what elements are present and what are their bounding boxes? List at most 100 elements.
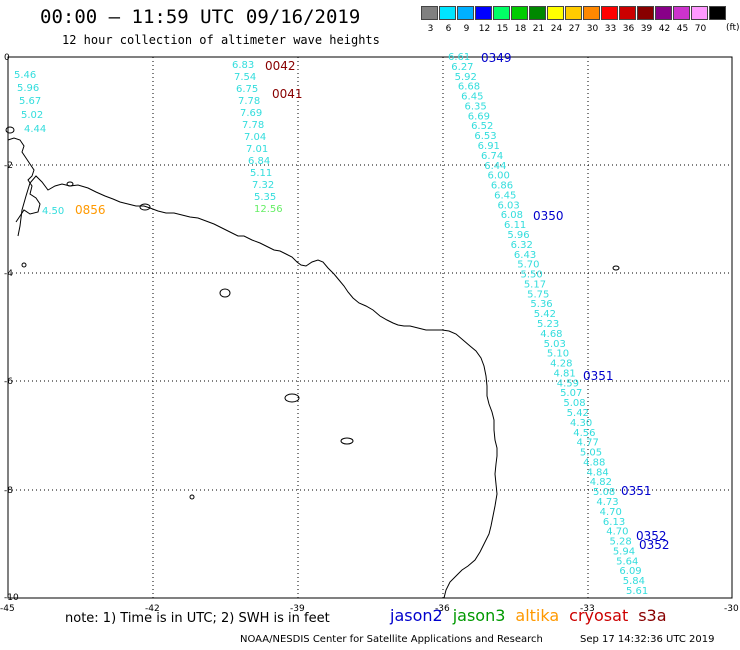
legend-label: 9 <box>463 24 470 34</box>
track-c-value: 5.50 <box>521 270 543 281</box>
satellite-jason2: jason2 <box>390 606 443 625</box>
track-a-value: 5.67 <box>19 96 41 107</box>
track-c-value: 4.81 <box>553 368 575 379</box>
track-c-value: 4.77 <box>577 438 599 449</box>
color-legend: 3 6 9 12 15 18 21 24 27 30 33 36 39 42 45 70 (ft) <box>421 6 740 34</box>
track-b-value: 6.75 <box>236 84 258 95</box>
legend-label: 33 <box>604 24 617 34</box>
pass-time-label: 0042 <box>265 59 296 73</box>
satellite-altika: altika <box>515 606 560 625</box>
track-b-value: 6.84 <box>248 156 270 167</box>
track-c-value: 5.64 <box>616 556 638 567</box>
legend-swatch: 30 <box>583 6 600 34</box>
lat-tick-label: 0 <box>4 53 10 63</box>
legend-swatch: 18 <box>511 6 528 34</box>
island <box>284 393 300 403</box>
credit-text: NOAA/NESDIS Center for Satellite Applica… <box>240 634 543 645</box>
track-c-value: 5.03 <box>544 339 566 350</box>
track-c-value: 6.68 <box>458 82 480 93</box>
lon-tick-label: -45 <box>0 604 15 614</box>
island <box>340 437 354 445</box>
pass-time-label: 0351 <box>621 484 652 498</box>
pass-time-label: 0349 <box>481 51 512 65</box>
track-a-value: 5.96 <box>17 83 39 94</box>
legend-swatch: 24 <box>547 6 564 34</box>
legend-label: 24 <box>550 24 563 34</box>
track-c-value: 6.27 <box>451 62 473 73</box>
track-d-value: 4.50 <box>42 206 64 217</box>
track-c-value: 6.86 <box>491 181 513 192</box>
legend-swatch: 39 <box>637 6 654 34</box>
track-a-value: 5.46 <box>14 70 36 81</box>
track-b-value: 7.78 <box>238 96 260 107</box>
island <box>66 181 74 187</box>
island <box>189 494 195 500</box>
legend-label: 6 <box>445 24 452 34</box>
island <box>5 126 15 134</box>
legend-label: 21 <box>532 24 545 34</box>
legend-swatch: 33 <box>601 6 618 34</box>
track-c-value: 6.52 <box>471 121 493 132</box>
track-c-value: 6.09 <box>619 566 641 577</box>
track-b-value: 5.11 <box>250 168 272 179</box>
track-c-value: 4.82 <box>590 477 612 488</box>
legend-unit: (ft) <box>726 23 740 33</box>
track-c-value: 5.05 <box>580 448 602 459</box>
island <box>139 203 151 211</box>
track-c-value: 5.42 <box>567 408 589 419</box>
track-c-value: 5.10 <box>547 349 569 360</box>
legend-swatch: 27 <box>565 6 582 34</box>
legend-label: 70 <box>694 24 707 34</box>
track-c-value: 5.61 <box>626 586 648 597</box>
legend-swatch: 12 <box>475 6 492 34</box>
pass-time-label: 0351 <box>583 369 614 383</box>
coastline <box>17 175 498 599</box>
coastline <box>7 137 41 223</box>
track-c-value: 5.92 <box>455 72 477 83</box>
generated-timestamp: Sep 17 14:32:36 UTC 2019 <box>580 634 715 645</box>
legend-label: 3 <box>427 24 434 34</box>
track-c-value: 5.36 <box>530 299 552 310</box>
map-frame <box>7 56 733 599</box>
track-c-value: 5.42 <box>534 309 556 320</box>
legend-label: 39 <box>640 24 653 34</box>
lat-tick-label: -4 <box>4 269 13 279</box>
legend-swatch <box>709 6 726 20</box>
legend-label: 30 <box>586 24 599 34</box>
track-c-value: 4.30 <box>570 418 592 429</box>
track-c-value: 6.13 <box>603 517 625 528</box>
track-c-value: 6.45 <box>494 190 516 201</box>
track-c-value: 6.74 <box>481 151 503 162</box>
track-c-value: 4.28 <box>550 359 572 370</box>
satellite-s3a: s3a <box>638 606 667 625</box>
legend-label: 27 <box>568 24 581 34</box>
page-subtitle: 12 hour collection of altimeter wave hei… <box>62 33 380 47</box>
legend-swatch: 45 <box>673 6 690 34</box>
track-c-value: 5.94 <box>613 546 635 557</box>
legend-label: 45 <box>676 24 689 34</box>
legend-swatch: 42 <box>655 6 672 34</box>
track-c-value: 6.45 <box>461 92 483 103</box>
satellite-jason3: jason3 <box>452 606 506 625</box>
track-c-value: 5.96 <box>507 230 529 241</box>
track-b-value: 7.32 <box>252 180 274 191</box>
track-c-value: 5.07 <box>560 388 582 399</box>
track-c-value: 5.75 <box>527 289 549 300</box>
legend-label: 42 <box>658 24 671 34</box>
track-c-value: 4.59 <box>557 378 579 389</box>
track-b-value: 7.54 <box>234 72 256 83</box>
page-title: 00:00 — 11:59 UTC 09/16/2019 <box>40 6 361 28</box>
track-c-value: 5.23 <box>537 319 559 330</box>
legend-swatch: 3 <box>421 6 438 34</box>
lon-tick-label: -36 <box>435 604 450 614</box>
pass-time-label: 0350 <box>533 209 564 223</box>
pass-time-label: 0352 <box>639 538 670 552</box>
legend-label: 18 <box>514 24 527 34</box>
legend-swatch: 70 <box>691 6 708 34</box>
track-b-value: 7.78 <box>242 120 264 131</box>
track-c-value: 4.73 <box>596 497 618 508</box>
satellite-cryosat: cryosat <box>569 606 629 625</box>
track-c-value: 6.69 <box>468 111 490 122</box>
track-c-value: 5.17 <box>524 279 546 290</box>
